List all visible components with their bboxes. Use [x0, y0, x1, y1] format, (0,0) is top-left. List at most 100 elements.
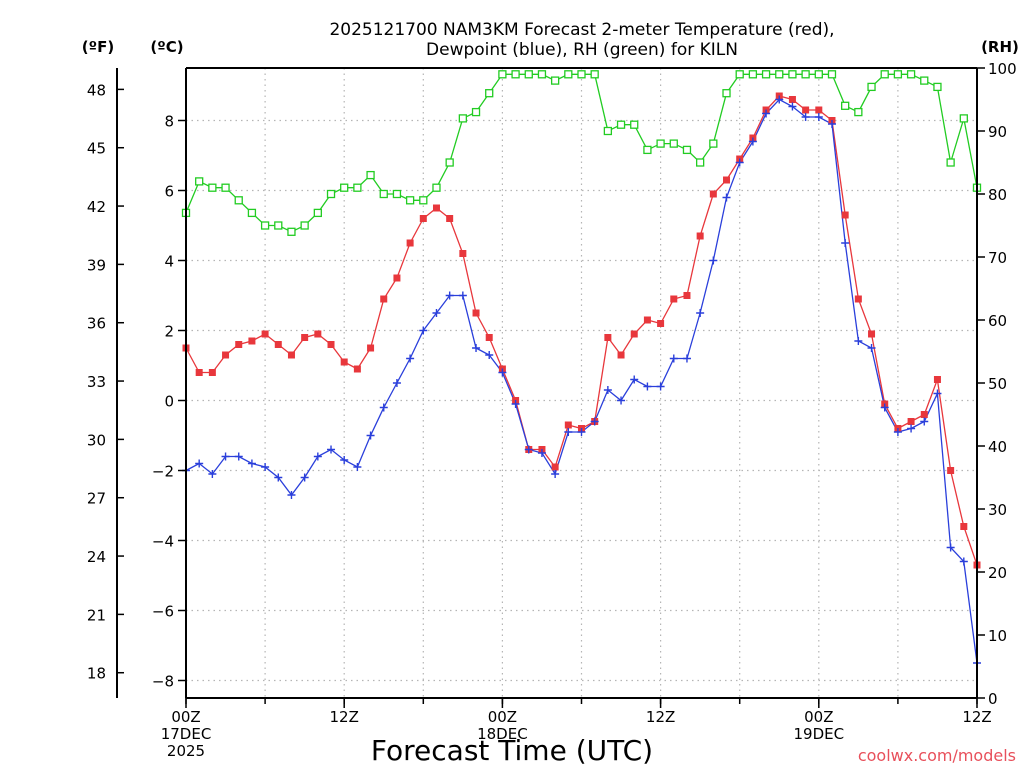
2-meter-temperature-point — [788, 96, 796, 103]
2-meter-temperature-point — [723, 176, 731, 184]
fahrenheit-tick-label: 30 — [87, 431, 106, 449]
relative-humidity-point — [247, 208, 257, 218]
dewpoint-point — [669, 354, 678, 363]
dewpoint-point — [893, 428, 902, 436]
fahrenheit-tick-label: 27 — [87, 490, 106, 508]
2-meter-temperature-point — [248, 337, 256, 345]
chart-title: 2025121700 NAM3KM Forecast 2-meter Tempe… — [329, 20, 834, 60]
relative-humidity-point — [854, 107, 863, 117]
relative-humidity-point — [234, 196, 243, 205]
dewpoint-point — [946, 543, 955, 552]
x-tick-label: 12Z — [962, 708, 991, 726]
relative-humidity-point — [827, 70, 837, 79]
dewpoint-point — [617, 396, 626, 405]
relative-humidity-point — [550, 76, 560, 85]
dewpoint-point — [564, 428, 573, 436]
dewpoint-point — [933, 389, 942, 398]
relative-humidity-point — [920, 76, 929, 85]
relative-humidity-point — [326, 189, 336, 199]
dewpoint-point — [472, 344, 481, 352]
2-meter-temperature-point — [287, 351, 295, 359]
celsius-tick-label: 2 — [164, 323, 174, 341]
fahrenheit-tick-label: 33 — [87, 373, 106, 391]
fahrenheit-tick-label: 42 — [87, 198, 106, 216]
relative-humidity-point — [880, 70, 889, 79]
relative-humidity-point — [761, 70, 771, 79]
2-meter-temperature-point — [630, 330, 638, 338]
relative-humidity-line — [185, 73, 978, 233]
dewpoint-point — [247, 459, 256, 468]
2-meter-temperature-point — [920, 411, 928, 418]
2-meter-temperature-point — [643, 316, 651, 324]
relative-humidity-point — [340, 183, 349, 192]
dewpoint-point — [221, 452, 230, 461]
2-meter-temperature-point — [459, 250, 467, 257]
relative-humidity-point — [867, 82, 876, 92]
dewpoint-point — [379, 403, 388, 412]
dewpoint-point — [920, 417, 929, 426]
fahrenheit-unit-label: (ºF) — [82, 38, 114, 56]
rh-tick-label: 0 — [988, 690, 998, 708]
2-meter-temperature-point — [301, 334, 309, 341]
relative-humidity-point — [959, 114, 968, 123]
dewpoint-point — [696, 309, 705, 317]
celsius-tick-label: 6 — [164, 183, 174, 201]
2-meter-temperature-point — [367, 344, 375, 352]
2-meter-temperature-point — [261, 330, 269, 338]
dewpoint-point — [419, 326, 428, 335]
dewpoint-point — [313, 452, 322, 461]
relative-humidity-point — [366, 170, 375, 180]
2-meter-temperature-point — [868, 330, 876, 338]
relative-humidity-point — [260, 221, 270, 230]
relative-humidity-point — [735, 70, 744, 79]
dewpoint-point — [195, 459, 204, 468]
relative-humidity-point — [630, 120, 639, 129]
x-tick-label: 12Z — [646, 708, 675, 726]
dewpoint-point — [801, 113, 810, 121]
dewpoint-point — [867, 344, 876, 352]
2-meter-temperature-point — [960, 523, 968, 530]
dewpoint-point — [722, 193, 731, 202]
dewpoint-point — [709, 256, 718, 265]
dewpoint-point — [841, 239, 850, 247]
x-tick-label: 17DEC — [161, 725, 212, 743]
dewpoint-point — [788, 102, 797, 111]
dewpoint-point — [353, 463, 362, 471]
relative-humidity-point — [577, 70, 586, 79]
2-meter-temperature-point — [657, 320, 665, 327]
relative-humidity-point — [814, 70, 823, 79]
relative-humidity-point — [485, 89, 494, 98]
relative-humidity-point — [208, 183, 217, 192]
2-meter-temperature-point — [419, 215, 427, 222]
axes — [116, 67, 985, 708]
dewpoint-point — [577, 428, 586, 436]
dewpoint-point — [485, 351, 494, 359]
fahrenheit-tick-label: 24 — [87, 548, 106, 566]
dewpoint-point — [498, 368, 507, 377]
chart-title-line-1: 2025121700 NAM3KM Forecast 2-meter Tempe… — [329, 20, 834, 40]
dewpoint-point — [551, 470, 560, 478]
2-meter-temperature-point — [393, 274, 401, 282]
rh-tick-label: 50 — [988, 375, 1007, 393]
2-meter-temperature-point — [432, 204, 440, 212]
dewpoint-point — [656, 382, 665, 391]
relative-humidity-point — [458, 114, 468, 123]
relative-humidity-point — [564, 70, 573, 79]
relative-humidity-point — [669, 139, 678, 148]
2-meter-temperature-point — [327, 341, 335, 348]
relative-humidity-point — [682, 145, 692, 155]
grid-lines — [186, 68, 977, 698]
relative-humidity-point — [590, 70, 599, 79]
2-meter-temperature-point — [274, 341, 282, 348]
relative-humidity-point — [709, 139, 718, 148]
relative-humidity-point — [893, 70, 903, 79]
2-meter-temperature-point — [947, 467, 955, 474]
rh-tick-label: 20 — [988, 564, 1007, 582]
dewpoint-point — [603, 386, 612, 394]
dewpoint-point — [814, 113, 823, 121]
tick-labels: −8−6−4−202468182124273033363942454801020… — [87, 60, 1017, 760]
fahrenheit-tick-label: 45 — [87, 140, 106, 158]
chart-title-line-2: Dewpoint (blue), RH (green) for KILN — [426, 40, 738, 60]
2-meter-temperature-point — [802, 106, 810, 114]
